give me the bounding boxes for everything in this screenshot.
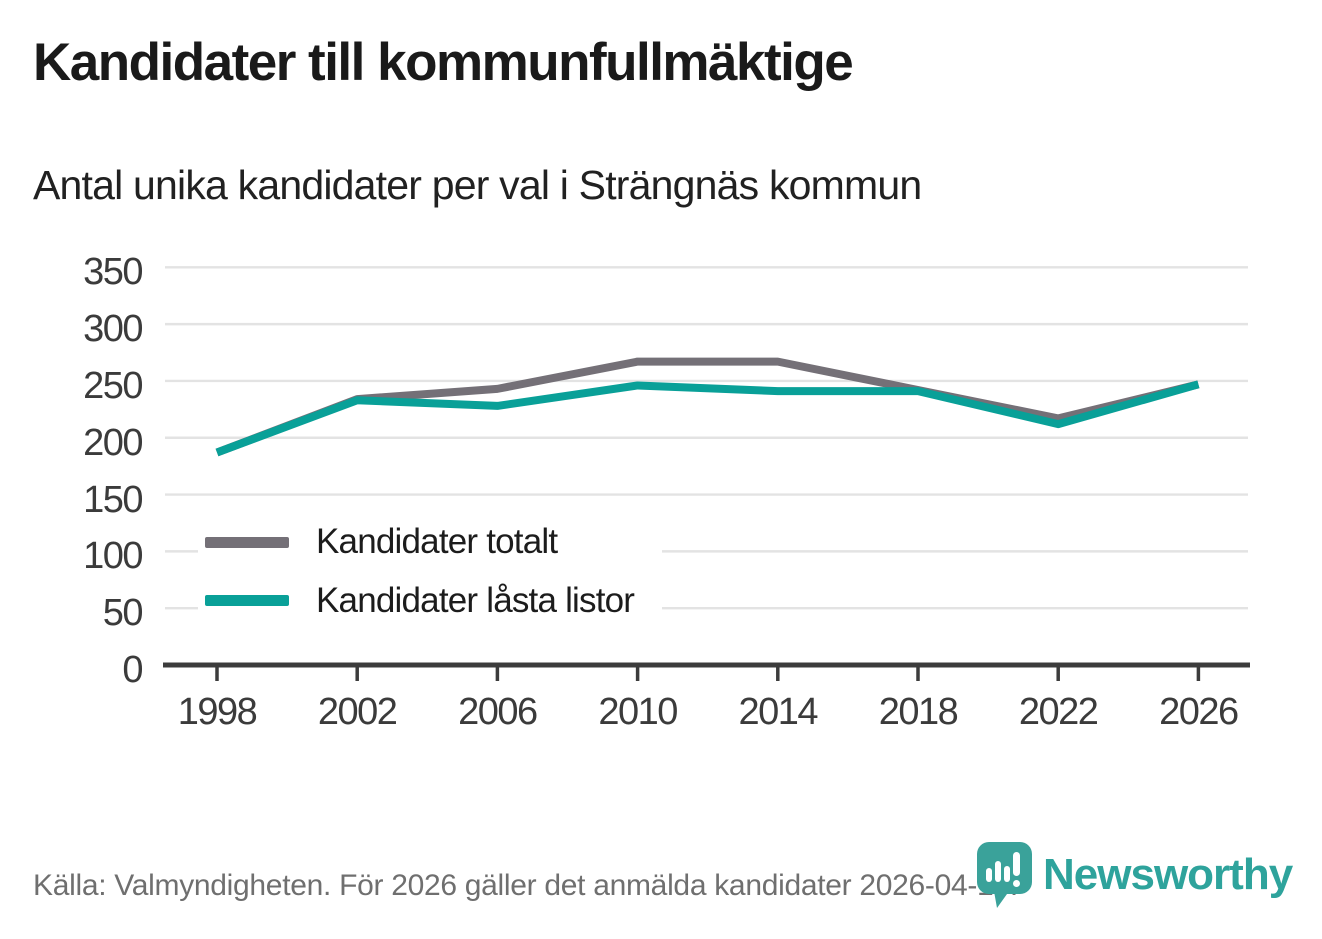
x-tick-label: 2010: [598, 691, 678, 733]
chart-subtitle: Antal unika kandidater per val i Strängn…: [33, 162, 922, 208]
legend-item: Kandidater låsta listor: [205, 580, 635, 621]
y-tick-label: 100: [83, 535, 143, 578]
y-tick-label: 350: [83, 251, 143, 294]
x-tick-label: 2014: [738, 691, 819, 733]
y-tick-label: 250: [83, 364, 143, 407]
y-tick-label: 50: [102, 592, 144, 635]
source-note: Källa: Valmyndigheten. För 2026 gäller d…: [33, 869, 1018, 902]
y-tick-label: 0: [122, 649, 143, 691]
x-tick-label: 2022: [1018, 691, 1099, 733]
x-tick-label: 2006: [458, 691, 538, 733]
chart-legend: Kandidater totalt Kandidater låsta listor: [198, 517, 663, 630]
legend-label: Kandidater totalt: [316, 522, 558, 561]
newsworthy-pin-icon: [977, 842, 1032, 908]
newsworthy-logo: Newsworthy: [976, 841, 1293, 909]
y-tick-label: 300: [83, 308, 143, 351]
x-tick-label: 1998: [177, 691, 258, 733]
y-tick-label: 200: [83, 421, 143, 464]
legend-label: Kandidater låsta listor: [316, 580, 635, 620]
newsworthy-wordmark: Newsworthy: [1043, 850, 1293, 899]
legend-item: Kandidater totalt: [205, 522, 634, 562]
y-tick-label: 150: [83, 478, 143, 521]
x-tick-label: 2002: [317, 691, 398, 733]
page-title: Kandidater till kommunfullmäktige: [33, 33, 854, 92]
x-tick-label: 2018: [878, 691, 959, 733]
legend-swatch-line: [205, 536, 289, 548]
series-line-1: [215, 380, 1200, 457]
legend-swatch-line: [205, 595, 289, 607]
x-tick-label: 2026: [1159, 691, 1239, 733]
